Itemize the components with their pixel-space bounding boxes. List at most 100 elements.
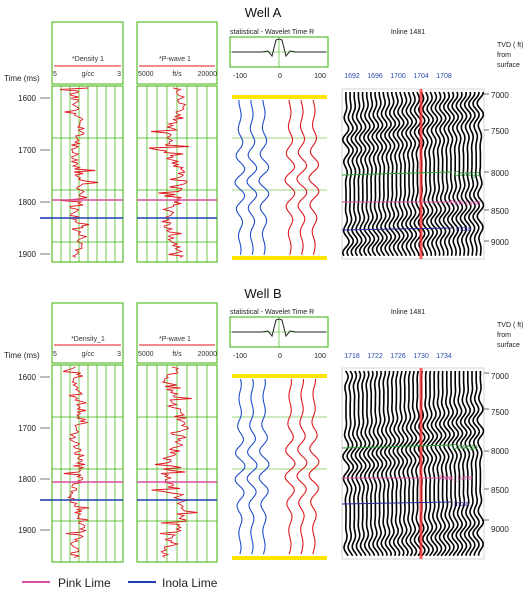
seismic-wiggle bbox=[463, 91, 472, 256]
seismic-wiggle bbox=[446, 370, 456, 557]
horizon-label: Inola bbox=[456, 226, 471, 233]
well-a-panel: Well A Time (ms) 1600 1700 1800 1900 *De… bbox=[4, 5, 523, 263]
seismic-wiggle bbox=[392, 370, 401, 557]
wavelet-curve bbox=[232, 318, 326, 338]
tvd-label-line: surface bbox=[497, 342, 520, 349]
seismic-trace bbox=[234, 100, 246, 255]
seismic-trace bbox=[246, 100, 258, 255]
density-label: *Density_1 bbox=[71, 336, 105, 343]
time-tick-label: 1900 bbox=[18, 526, 36, 535]
inola-horizon bbox=[341, 227, 453, 231]
oswego-horizon bbox=[341, 171, 453, 176]
seismic-wiggle bbox=[350, 370, 359, 557]
inline-title: Inline 1481 bbox=[391, 29, 425, 36]
tvd-label-line: TVD ( ft) bbox=[497, 42, 523, 49]
seismic-wiggle bbox=[350, 92, 359, 257]
density-track-header: *Density 1 5 g/cc 3 bbox=[51, 21, 124, 85]
horizon-bar bbox=[232, 556, 327, 560]
seismic-trace bbox=[296, 378, 308, 555]
seismic-wiggle bbox=[371, 370, 380, 556]
tvd-axis-title: TVD ( ft) from surface bbox=[497, 322, 523, 349]
wavelet-curve bbox=[232, 38, 326, 58]
density-log-curve bbox=[63, 366, 90, 558]
seismic-wiggle bbox=[426, 370, 435, 557]
time-ticks bbox=[40, 376, 50, 531]
tvd-tick-label: 8500 bbox=[491, 486, 509, 495]
time-axis-label: Time (ms) bbox=[4, 351, 40, 360]
seismic-wiggle bbox=[476, 371, 485, 556]
inola-horizon bbox=[341, 501, 453, 505]
pwave-label: *P-wave 1 bbox=[159, 336, 191, 343]
wavelet-tick-label: -100 bbox=[233, 73, 247, 80]
seismic-trace bbox=[258, 99, 270, 255]
wavelet-tick-label: 100 bbox=[314, 73, 326, 80]
tvd-tick-label: 7000 bbox=[491, 91, 509, 100]
seismic-trace bbox=[308, 99, 320, 255]
seismic-trace bbox=[308, 379, 320, 555]
density-label: *Density 1 bbox=[72, 56, 104, 63]
tvd-tick-label: 7500 bbox=[491, 127, 509, 136]
inline-title: Inline 1481 bbox=[391, 309, 425, 316]
horizon-label: Inola bbox=[454, 501, 469, 508]
pwave-log-curve bbox=[148, 87, 190, 258]
well-a-tracks bbox=[40, 85, 489, 263]
seismic-wiggle bbox=[346, 370, 355, 557]
density-track bbox=[51, 364, 124, 563]
seismic-wiggle bbox=[476, 91, 485, 256]
pwave-label: *P-wave 1 bbox=[159, 56, 191, 63]
wavelet-tick-label: 100 bbox=[314, 353, 326, 360]
density-track-header: *Density_1 5 g/cc 3 bbox=[51, 302, 124, 364]
pwave-unit: ft/s bbox=[172, 71, 182, 78]
pwave-min: 5000 bbox=[138, 351, 154, 358]
wavelet-tick-label: 0 bbox=[278, 353, 282, 360]
seismic-wiggle bbox=[413, 370, 422, 557]
wavelet-title: statistical - Wavelet Time R bbox=[230, 29, 314, 36]
horizon-label: Pink Lime bbox=[450, 200, 481, 207]
density-max: 3 bbox=[117, 71, 121, 78]
seismic-wiggle bbox=[459, 91, 468, 256]
time-ticks bbox=[40, 97, 50, 255]
time-tick-label: 1800 bbox=[18, 198, 36, 207]
seismic-wiggle bbox=[459, 371, 468, 557]
inline-tick-label: 1734 bbox=[436, 353, 452, 360]
seismic-wiggle bbox=[405, 370, 414, 557]
seismic-wiggle bbox=[379, 370, 388, 556]
inline-tick-label: 1718 bbox=[344, 353, 360, 360]
density-min: 5 bbox=[53, 351, 57, 358]
tvd-tick-label: 9000 bbox=[491, 238, 509, 247]
tvd-tick-label: 8000 bbox=[491, 447, 509, 456]
inline-ticks: 1718 1722 1726 1730 1734 bbox=[344, 353, 452, 360]
seismic-trace bbox=[258, 378, 270, 555]
seismic-trace bbox=[234, 378, 246, 555]
seismic-wiggle bbox=[434, 370, 443, 557]
density-unit: g/cc bbox=[82, 351, 95, 358]
seismic-wiggle bbox=[455, 91, 464, 256]
wavelet-tick-label: -100 bbox=[233, 353, 247, 360]
seismic-wiggle bbox=[446, 91, 455, 256]
seismic-trace bbox=[246, 378, 258, 555]
tvd-tick-label: 8000 bbox=[491, 169, 509, 178]
time-tick-label: 1600 bbox=[18, 373, 36, 382]
seismic-wiggle bbox=[346, 91, 354, 257]
tvd-tick-label: 7500 bbox=[491, 408, 509, 417]
inline-tick-label: 1696 bbox=[367, 73, 383, 80]
pwave-log-curve bbox=[151, 366, 198, 558]
seismic-wiggle bbox=[467, 91, 476, 256]
seismic-wiggle bbox=[354, 91, 363, 257]
pwave-unit: ft/s bbox=[172, 351, 182, 358]
seismic-wiggle bbox=[455, 371, 464, 557]
inline-tick-label: 1722 bbox=[367, 353, 383, 360]
time-tick-label: 1700 bbox=[18, 146, 36, 155]
legend: Pink Lime Inola Lime bbox=[22, 576, 218, 590]
inline-tick-label: 1726 bbox=[390, 353, 406, 360]
seismic-wiggle bbox=[375, 370, 384, 556]
tvd-label-line: from bbox=[497, 332, 511, 339]
wavelet-header: statistical - Wavelet Time R -100 0 100 bbox=[229, 29, 329, 80]
density-unit: g/cc bbox=[82, 71, 95, 78]
inline-tick-label: 1704 bbox=[413, 73, 429, 80]
seismic-wiggle bbox=[467, 371, 476, 556]
density-track bbox=[51, 85, 124, 263]
seismic-wiggle bbox=[358, 92, 367, 257]
tvd-label-line: TVD ( ft) bbox=[497, 322, 523, 329]
seismic-wiggle bbox=[367, 370, 376, 556]
